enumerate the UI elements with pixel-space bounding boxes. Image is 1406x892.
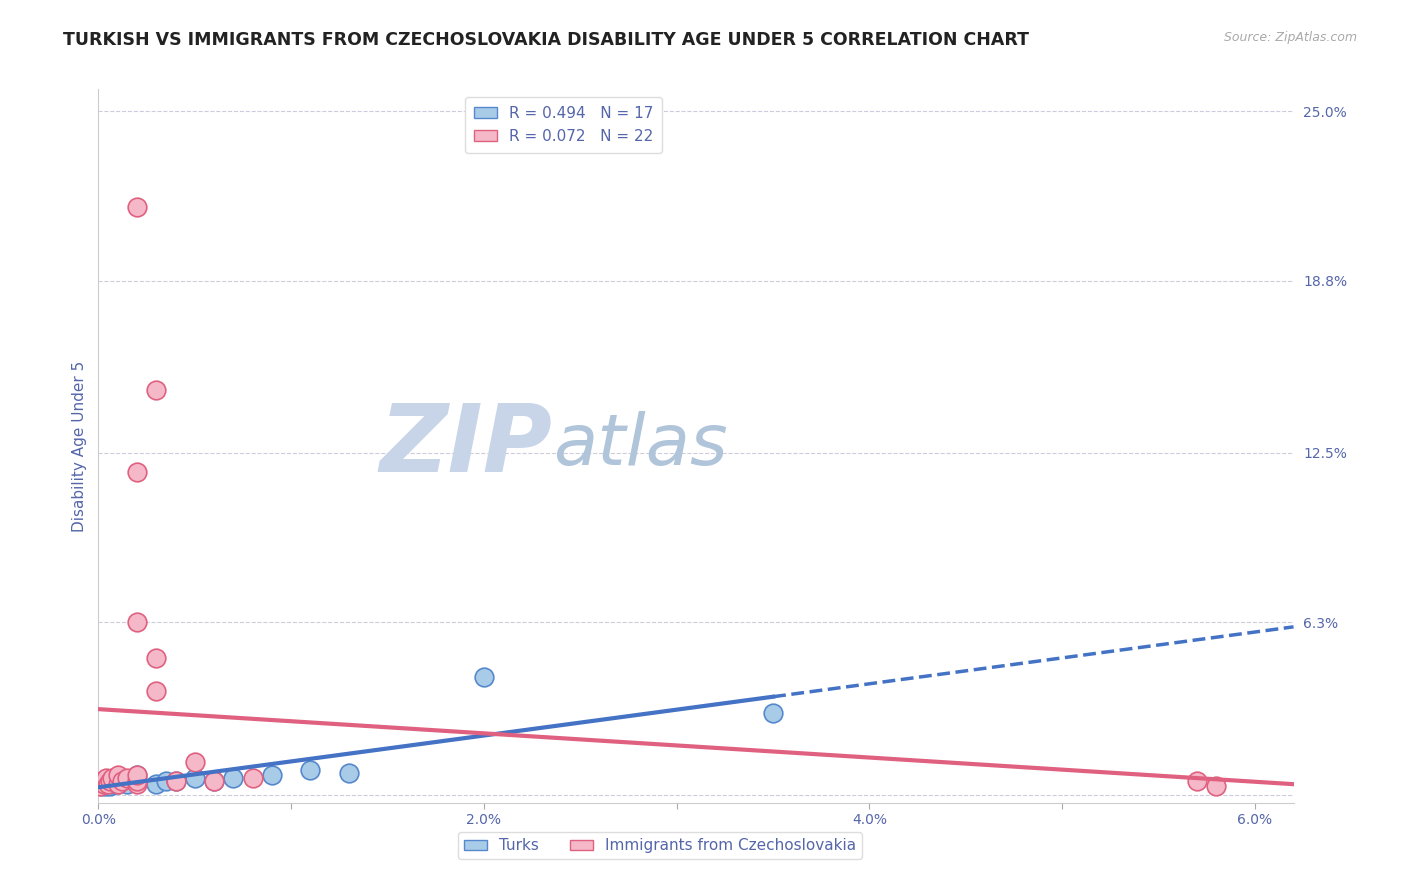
Point: [101, 777, 124, 791]
Point: [145, 651, 167, 665]
Point: [145, 683, 167, 698]
Point: [125, 200, 148, 214]
Point: [107, 768, 129, 782]
Point: [125, 615, 148, 630]
Point: [184, 755, 207, 769]
Point: [91, 780, 114, 794]
Point: [472, 670, 495, 684]
Point: [165, 773, 187, 788]
Text: atlas: atlas: [553, 411, 727, 481]
Text: TURKISH VS IMMIGRANTS FROM CZECHOSLOVAKIA DISABILITY AGE UNDER 5 CORRELATION CHA: TURKISH VS IMMIGRANTS FROM CZECHOSLOVAKI…: [63, 31, 1029, 49]
Point: [222, 771, 245, 785]
Point: [110, 773, 132, 788]
Point: [125, 465, 148, 479]
Point: [107, 771, 129, 785]
Point: [101, 771, 124, 785]
Point: [98, 773, 121, 788]
Point: [93, 777, 115, 791]
Point: [337, 765, 360, 780]
Point: [97, 777, 120, 791]
Point: [94, 771, 117, 785]
Point: [145, 777, 167, 791]
Text: ZIP: ZIP: [380, 400, 553, 492]
Point: [97, 773, 120, 788]
Point: [125, 768, 148, 782]
Point: [107, 777, 129, 791]
Point: [1205, 780, 1227, 794]
Point: [103, 773, 125, 788]
Point: [91, 773, 114, 788]
Point: [117, 777, 139, 791]
Point: [202, 773, 225, 788]
Point: [260, 768, 283, 782]
Legend: Turks, Immigrants from Czechoslovakia: Turks, Immigrants from Czechoslovakia: [458, 832, 862, 859]
Point: [155, 773, 177, 788]
Y-axis label: Disability Age Under 5: Disability Age Under 5: [72, 360, 87, 532]
Point: [110, 773, 132, 788]
Point: [98, 780, 121, 794]
Point: [125, 773, 148, 788]
Point: [93, 777, 115, 791]
Point: [117, 771, 139, 785]
Point: [299, 763, 322, 777]
Point: [202, 773, 225, 788]
Point: [125, 768, 148, 782]
Point: [107, 777, 129, 791]
Text: Source: ZipAtlas.com: Source: ZipAtlas.com: [1223, 31, 1357, 45]
Point: [1185, 773, 1208, 788]
Point: [94, 780, 117, 794]
Point: [125, 773, 148, 788]
Point: [125, 777, 148, 791]
Point: [89, 780, 111, 794]
Point: [165, 773, 187, 788]
Point: [762, 706, 785, 720]
Point: [145, 383, 167, 397]
Point: [184, 771, 207, 785]
Point: [242, 771, 264, 785]
